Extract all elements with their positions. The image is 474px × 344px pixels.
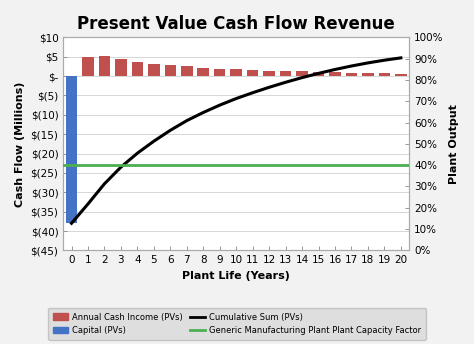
Bar (230, 69, 242, 76)
Bar (99, 56, 110, 76)
Title: Present Value Cash Flow Revenue: Present Value Cash Flow Revenue (77, 15, 395, 33)
Bar (280, 71, 292, 76)
Bar (214, 69, 226, 76)
Bar (264, 71, 275, 76)
Bar (82, 57, 94, 76)
Y-axis label: Cash Flow (Millions): Cash Flow (Millions) (15, 81, 25, 206)
Legend: Annual Cash Income (PVs), Capital (PVs), Cumulative Sum (PVs), Generic Manufactu: Annual Cash Income (PVs), Capital (PVs),… (48, 308, 426, 340)
Y-axis label: Plant Output: Plant Output (449, 104, 459, 184)
Bar (66, 76, 77, 223)
Bar (313, 72, 324, 76)
Bar (164, 65, 176, 76)
Bar (181, 66, 192, 76)
X-axis label: Plant Life (Years): Plant Life (Years) (182, 271, 290, 281)
Bar (296, 72, 308, 76)
Bar (329, 72, 341, 76)
Bar (395, 74, 407, 76)
Bar (115, 60, 127, 76)
Bar (379, 73, 390, 76)
Bar (362, 73, 374, 76)
Bar (148, 64, 160, 76)
Bar (198, 68, 209, 76)
Bar (132, 62, 143, 76)
Bar (346, 73, 357, 76)
Bar (247, 70, 258, 76)
